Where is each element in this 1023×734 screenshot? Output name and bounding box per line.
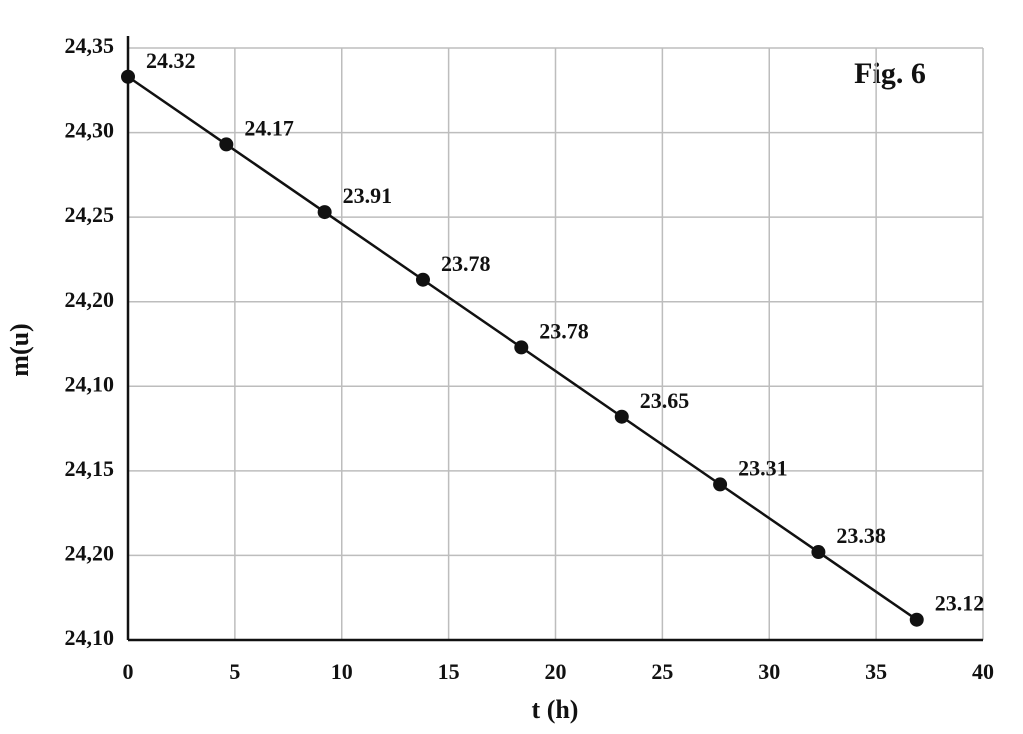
data-label: 23.12 (935, 591, 985, 616)
y-tick-label: 24,20 (65, 540, 115, 565)
y-tick-label: 24,10 (65, 371, 115, 396)
data-point (713, 477, 728, 492)
x-tick-label: 15 (438, 659, 460, 684)
x-tick-label: 40 (972, 659, 994, 684)
y-tick-label: 24,10 (65, 625, 115, 650)
data-point (121, 69, 135, 84)
x-tick-label: 20 (545, 659, 567, 684)
y-axis-label: m(u) (5, 323, 34, 376)
data-label: 24.17 (244, 115, 294, 140)
y-tick-label: 24,15 (65, 456, 115, 481)
x-tick-label: 25 (651, 659, 673, 684)
figure-label: Fig. 6 (854, 57, 926, 90)
data-label: 23.91 (343, 183, 393, 208)
y-tick-label: 24,30 (65, 118, 115, 143)
data-point (317, 205, 332, 220)
x-tick-label: 30 (758, 659, 780, 684)
y-tick-label: 24,35 (65, 33, 115, 58)
data-label: 23.78 (539, 318, 589, 343)
x-tick-label: 0 (123, 659, 134, 684)
data-label: 24.32 (146, 48, 196, 73)
data-label: 23.31 (738, 455, 788, 480)
x-tick-label: 10 (331, 659, 353, 684)
data-point (614, 409, 629, 424)
x-tick-label: 35 (865, 659, 887, 684)
x-axis-label: t (h) (532, 695, 579, 724)
data-label: 23.65 (640, 388, 690, 413)
data-point (415, 272, 430, 287)
data-point (909, 612, 924, 627)
data-label: 23.38 (836, 523, 886, 548)
data-point (514, 340, 529, 355)
y-tick-label: 24,25 (65, 202, 115, 227)
data-point (811, 545, 826, 560)
x-tick-label: 5 (229, 659, 240, 684)
data-label: 23.78 (441, 251, 491, 276)
data-point (219, 137, 234, 152)
y-tick-label: 24,20 (65, 287, 115, 312)
